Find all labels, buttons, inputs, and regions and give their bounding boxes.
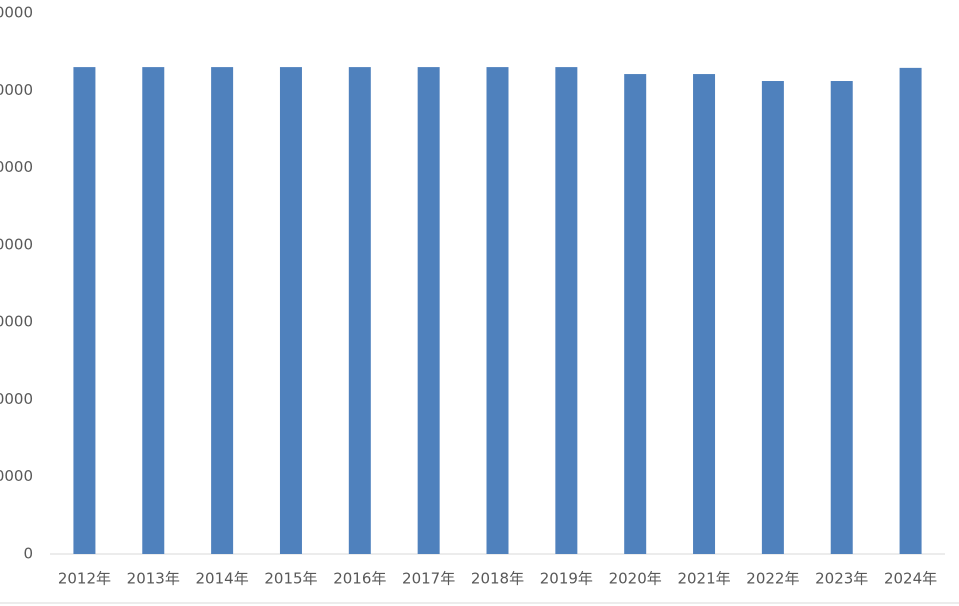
y-tick-label: 50000	[0, 158, 33, 176]
x-tick-label: 2022年	[746, 570, 799, 588]
y-tick-label: 10000	[0, 467, 33, 485]
bar	[693, 74, 716, 554]
x-tick-label: 2012年	[58, 570, 111, 588]
bar	[417, 67, 440, 554]
bar	[142, 67, 165, 554]
y-tick-label: 40000	[0, 235, 33, 253]
x-tick-label: 2023年	[815, 570, 868, 588]
x-tick-label: 2015年	[264, 570, 317, 588]
x-tick-label: 2013年	[127, 570, 180, 588]
bar	[486, 67, 509, 554]
y-tick-label: 0	[23, 545, 33, 563]
bar	[73, 67, 96, 554]
x-tick-label: 2017年	[402, 570, 455, 588]
bar	[830, 81, 853, 555]
x-tick-label: 2021年	[677, 570, 730, 588]
x-tick-label: 2014年	[196, 570, 249, 588]
bar	[348, 67, 371, 554]
y-tick-label: 70000	[0, 4, 33, 22]
bar	[211, 67, 234, 554]
x-tick-label: 2024年	[884, 570, 937, 588]
bar	[555, 67, 578, 554]
bar	[761, 81, 784, 555]
x-tick-label: 2018年	[471, 570, 524, 588]
x-tick-label: 2019年	[540, 570, 593, 588]
bar	[279, 67, 302, 554]
y-tick-label: 20000	[0, 390, 33, 408]
y-tick-label: 30000	[0, 313, 33, 331]
bar	[899, 67, 922, 554]
x-tick-label: 2016年	[333, 570, 386, 588]
bar	[624, 74, 647, 554]
y-tick-label: 60000	[0, 81, 33, 99]
x-tick-label: 2020年	[609, 570, 662, 588]
